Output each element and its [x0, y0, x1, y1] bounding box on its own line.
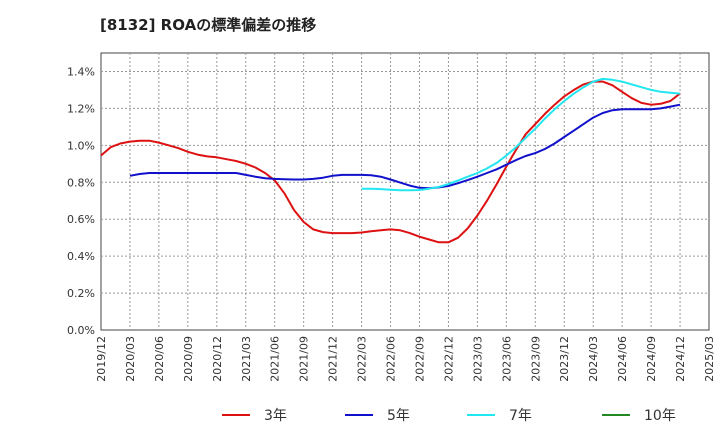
series-lines: [100, 77, 681, 244]
series-line: [129, 103, 681, 190]
x-tick-label: 2022/12: [442, 336, 455, 382]
y-tick-label: 1.2%: [67, 102, 95, 115]
legend-label: 5年: [387, 408, 410, 424]
x-tick-label: 2020/03: [124, 336, 137, 382]
legend: 3年 5年 7年 10年: [222, 408, 676, 424]
x-tick-label: 2020/09: [182, 336, 195, 382]
x-tick-label: 2020/12: [211, 336, 224, 382]
series-line: [361, 77, 681, 192]
x-tick-label: 2022/09: [413, 336, 426, 382]
x-tick-label: 2019/12: [95, 336, 108, 382]
legend-label: 7年: [509, 408, 532, 424]
x-tick-label: 2024/03: [587, 336, 600, 382]
x-tick-label: 2023/12: [558, 336, 571, 382]
x-tick-label: 2021/09: [298, 336, 311, 382]
x-tick-label: 2024/09: [645, 336, 658, 382]
y-tick-label: 0.6%: [67, 213, 95, 226]
y-tick-label: 0.4%: [67, 250, 95, 263]
x-tick-label: 2023/09: [529, 336, 542, 382]
x-tick-label: 2023/06: [500, 336, 513, 382]
x-tick-label: 2022/03: [356, 336, 369, 382]
y-tick-label: 0.2%: [67, 287, 95, 300]
x-tick-label: 2023/03: [471, 336, 484, 382]
x-tick-label: 2021/12: [327, 336, 340, 382]
x-tick-label: 2024/06: [616, 336, 629, 382]
legend-label: 10年: [644, 408, 676, 424]
x-tick-label: 2021/03: [240, 336, 253, 382]
x-tick-label: 2021/06: [269, 336, 282, 382]
plot-area: [100, 52, 710, 331]
grid-lines: [101, 53, 709, 330]
y-tick-label: 0.0%: [67, 324, 95, 337]
chart-title: [8132] ROAの標準偏差の推移: [100, 16, 317, 34]
x-tick-label: 2024/12: [674, 336, 687, 382]
y-axis-ticks: 0.0% 0.2% 0.4% 0.6% 0.8% 1.0% 1.2% 1.4%: [67, 65, 95, 337]
x-tick-label: 2020/06: [153, 336, 166, 382]
x-tick-label: 2022/06: [385, 336, 398, 382]
y-tick-label: 0.8%: [67, 176, 95, 189]
legend-label: 3年: [264, 408, 287, 424]
y-tick-label: 1.4%: [67, 65, 95, 78]
y-tick-label: 1.0%: [67, 139, 95, 152]
x-axis-ticks: 2019/12 2020/03 2020/06 2020/09 2020/12 2021/…: [95, 336, 716, 382]
series-line: [100, 80, 681, 244]
x-tick-label: 2025/03: [703, 336, 716, 382]
